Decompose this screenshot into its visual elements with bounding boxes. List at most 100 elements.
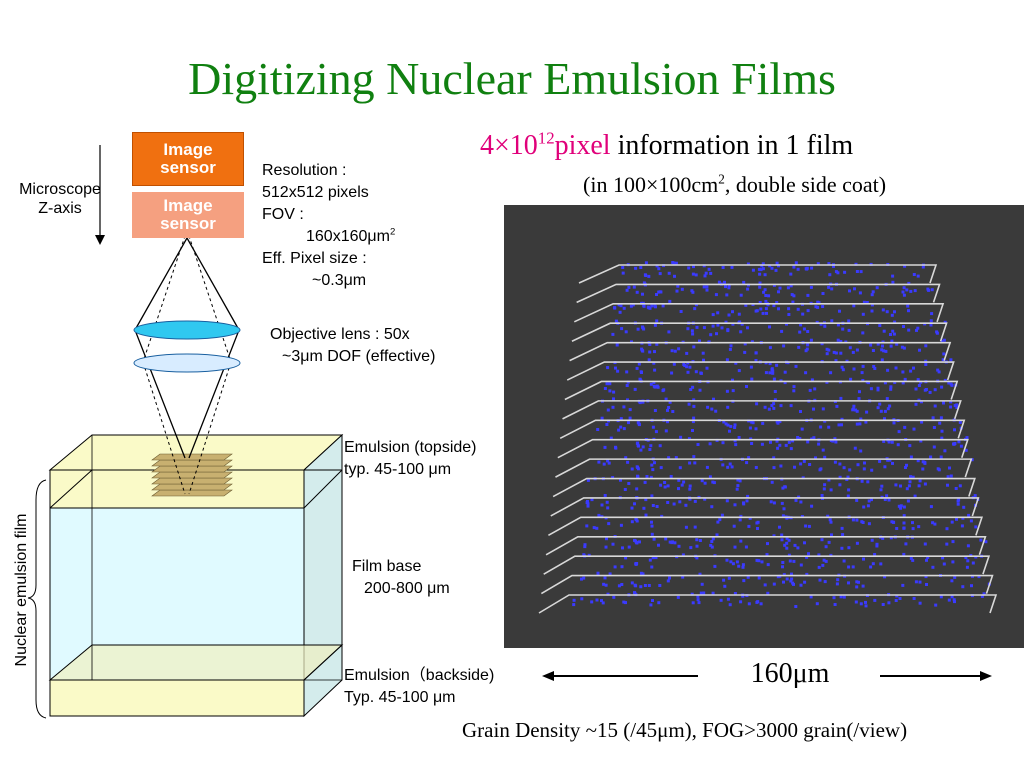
grain — [651, 599, 654, 602]
grain — [901, 370, 905, 374]
grain — [770, 367, 774, 371]
grain — [644, 261, 648, 265]
grain — [781, 486, 785, 490]
grain — [755, 600, 759, 604]
grain — [635, 290, 639, 294]
grain — [836, 578, 840, 582]
grain — [627, 545, 631, 549]
grain — [650, 304, 654, 308]
grain — [654, 430, 658, 434]
grain — [819, 425, 823, 429]
grain — [825, 352, 829, 356]
grain — [906, 304, 910, 308]
grain — [668, 540, 672, 544]
grain — [838, 475, 842, 479]
grain — [711, 324, 715, 328]
grain — [855, 541, 859, 545]
grain — [858, 291, 862, 295]
grain — [950, 383, 954, 387]
grain — [627, 285, 631, 289]
grain — [643, 480, 647, 484]
grain — [710, 545, 714, 549]
resolution-spec: Resolution : 512x512 pixels FOV : 160x16… — [262, 162, 396, 289]
grain — [796, 307, 800, 311]
grain — [949, 400, 953, 404]
grain — [727, 576, 731, 580]
grain — [787, 440, 791, 444]
grain — [833, 460, 837, 464]
grain — [641, 349, 645, 353]
grain — [883, 498, 887, 501]
grain — [825, 347, 829, 351]
grain — [653, 304, 657, 308]
grain — [803, 541, 806, 545]
grain — [927, 288, 931, 292]
grain — [666, 501, 670, 504]
grain — [728, 347, 732, 351]
grain — [709, 271, 713, 275]
grain — [947, 598, 951, 602]
grain — [675, 289, 679, 293]
grain — [749, 365, 753, 369]
grain — [650, 494, 654, 498]
grain — [748, 516, 752, 520]
grain — [612, 595, 616, 599]
grain — [721, 463, 725, 467]
grain — [855, 409, 859, 413]
grain — [758, 301, 762, 304]
grain — [755, 402, 759, 406]
grain — [649, 603, 653, 607]
grain — [671, 410, 675, 413]
grain — [700, 479, 704, 483]
grain — [734, 361, 738, 365]
grain — [905, 463, 908, 467]
grain — [772, 466, 776, 470]
grain — [733, 592, 737, 595]
grain — [723, 280, 726, 284]
grain — [727, 313, 731, 317]
grain — [827, 348, 831, 352]
grain — [758, 281, 762, 285]
grain — [861, 379, 865, 382]
grain — [720, 326, 724, 330]
z-axis-arrow — [94, 145, 106, 245]
grain — [633, 502, 636, 506]
grain — [772, 402, 776, 406]
grain — [600, 599, 603, 603]
grain — [846, 494, 850, 498]
grain — [923, 542, 927, 546]
grain — [787, 538, 791, 542]
grain — [838, 462, 842, 466]
image-sensor: Image sensor — [132, 132, 244, 186]
grain — [785, 546, 789, 550]
grain — [854, 408, 857, 412]
grain — [702, 358, 705, 362]
grain — [605, 500, 609, 504]
grain — [650, 463, 654, 467]
grain — [896, 443, 900, 447]
grain — [623, 488, 627, 491]
grain — [813, 387, 817, 391]
grain — [696, 443, 700, 446]
grain — [606, 366, 610, 370]
grain — [911, 475, 915, 479]
grain — [911, 527, 915, 531]
grain — [799, 323, 803, 327]
grain — [680, 483, 684, 487]
grain — [814, 456, 817, 460]
grain — [904, 466, 907, 469]
grain — [867, 522, 871, 526]
grain — [953, 575, 957, 579]
grain — [686, 370, 690, 374]
grain — [726, 329, 730, 333]
grain — [871, 290, 875, 294]
slice-outline — [559, 419, 966, 440]
grain — [847, 319, 851, 323]
grain — [905, 487, 909, 491]
grain — [812, 407, 815, 411]
grain — [924, 388, 928, 391]
grain — [755, 558, 759, 562]
grain — [696, 594, 700, 598]
fov-value: 160x160μm2 — [306, 226, 396, 245]
grain — [870, 498, 873, 502]
